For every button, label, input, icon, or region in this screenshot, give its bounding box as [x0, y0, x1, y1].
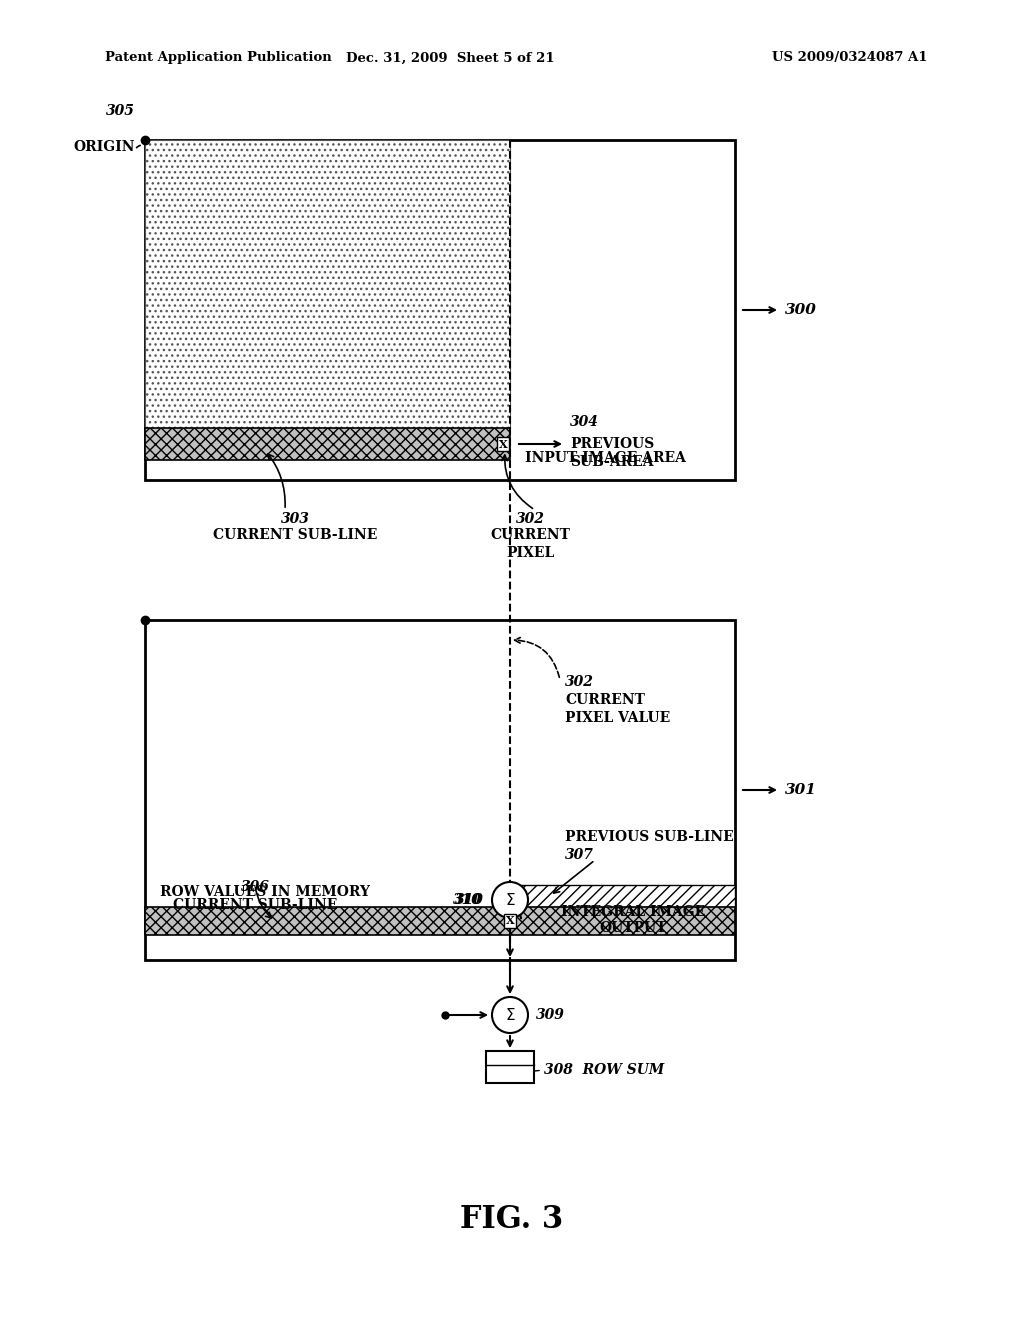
- Text: 310: 310: [454, 894, 482, 907]
- Text: 301: 301: [785, 783, 817, 797]
- Text: 300: 300: [785, 304, 817, 317]
- Text: ROW VALUES IN MEMORY: ROW VALUES IN MEMORY: [160, 884, 370, 899]
- Bar: [510, 884, 735, 907]
- Text: Patent Application Publication: Patent Application Publication: [105, 51, 332, 65]
- Text: CURRENT: CURRENT: [565, 693, 645, 708]
- Text: X: X: [506, 916, 514, 927]
- Text: CURRENT SUB-LINE: CURRENT SUB-LINE: [173, 898, 337, 912]
- Text: 309: 309: [536, 1008, 565, 1022]
- Bar: [145, 140, 735, 480]
- Text: INPUT IMAGE AREA: INPUT IMAGE AREA: [524, 451, 686, 465]
- Circle shape: [492, 997, 528, 1034]
- Bar: [145, 620, 735, 960]
- Text: US 2009/0324087 A1: US 2009/0324087 A1: [772, 51, 928, 65]
- Text: PIXEL: PIXEL: [506, 546, 554, 560]
- Text: PREVIOUS: PREVIOUS: [570, 437, 654, 451]
- Circle shape: [492, 882, 528, 917]
- Text: 306: 306: [241, 880, 269, 894]
- Text: 305: 305: [106, 104, 135, 117]
- Text: FIG. 3: FIG. 3: [461, 1204, 563, 1236]
- Text: ORIGIN: ORIGIN: [74, 140, 135, 154]
- Text: 308  ROW SUM: 308 ROW SUM: [544, 1063, 665, 1077]
- Text: CURRENT: CURRENT: [490, 528, 570, 543]
- Bar: [145, 907, 735, 935]
- Text: $\Sigma$: $\Sigma$: [505, 1007, 515, 1023]
- Text: INTEGRAL IMAGE
OUTPUT: INTEGRAL IMAGE OUTPUT: [561, 904, 705, 935]
- Text: 307: 307: [565, 847, 594, 862]
- Text: 302: 302: [515, 512, 545, 525]
- Text: Dec. 31, 2009  Sheet 5 of 21: Dec. 31, 2009 Sheet 5 of 21: [346, 51, 554, 65]
- Text: PIXEL VALUE: PIXEL VALUE: [565, 711, 671, 725]
- Text: 310: 310: [455, 894, 484, 907]
- Text: CURRENT SUB-LINE: CURRENT SUB-LINE: [213, 528, 377, 543]
- Text: 304: 304: [570, 414, 599, 429]
- Bar: [145, 140, 510, 428]
- Text: 303: 303: [281, 512, 309, 525]
- Text: SUB-AREA: SUB-AREA: [570, 455, 653, 469]
- Text: PREVIOUS SUB-LINE: PREVIOUS SUB-LINE: [565, 830, 734, 843]
- Text: $\Sigma$: $\Sigma$: [505, 892, 515, 908]
- Bar: [145, 428, 510, 459]
- Text: 302: 302: [565, 675, 594, 689]
- Text: X: X: [499, 438, 507, 450]
- Bar: [486, 1051, 534, 1082]
